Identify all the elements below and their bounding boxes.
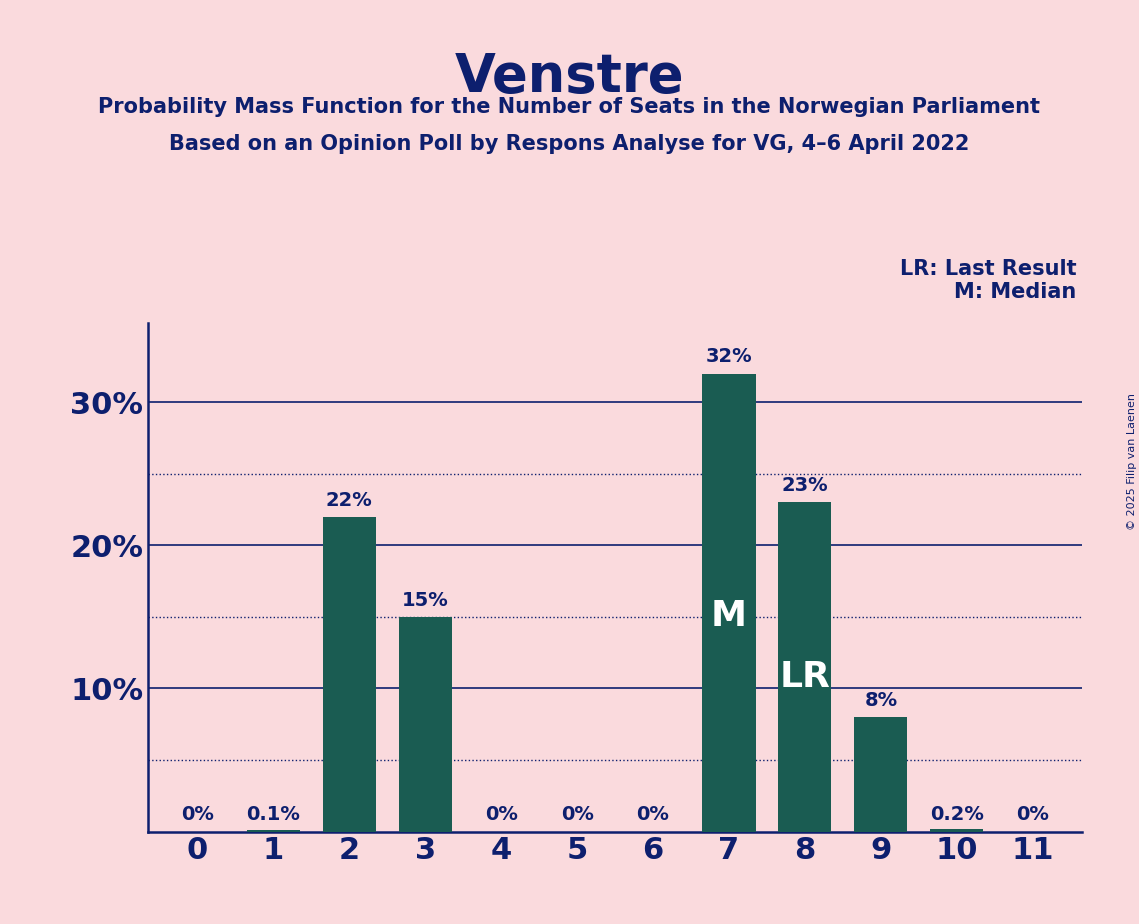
Bar [322, 517, 376, 832]
Text: 15%: 15% [402, 590, 449, 610]
Bar [703, 373, 755, 832]
Text: 0%: 0% [181, 806, 214, 824]
Text: Venstre: Venstre [454, 51, 685, 103]
Bar [247, 830, 300, 832]
Text: M: M [711, 600, 747, 633]
Text: Based on an Opinion Poll by Respons Analyse for VG, 4–6 April 2022: Based on an Opinion Poll by Respons Anal… [170, 134, 969, 154]
Text: LR: Last Result: LR: Last Result [900, 259, 1076, 279]
Text: M: Median: M: Median [954, 282, 1076, 302]
Bar [931, 829, 983, 832]
Text: 0%: 0% [485, 806, 517, 824]
Text: 22%: 22% [326, 491, 372, 509]
Bar [399, 617, 452, 832]
Text: 0.1%: 0.1% [246, 806, 301, 824]
Text: LR: LR [779, 660, 830, 694]
Text: 0.2%: 0.2% [929, 806, 984, 824]
Text: 23%: 23% [781, 476, 828, 495]
Text: © 2025 Filip van Laenen: © 2025 Filip van Laenen [1126, 394, 1137, 530]
Bar [778, 503, 831, 832]
Bar [854, 717, 908, 832]
Text: Probability Mass Function for the Number of Seats in the Norwegian Parliament: Probability Mass Function for the Number… [98, 97, 1041, 117]
Text: 8%: 8% [865, 691, 898, 710]
Text: 32%: 32% [706, 347, 752, 366]
Text: 0%: 0% [560, 806, 593, 824]
Text: 0%: 0% [637, 806, 670, 824]
Text: 0%: 0% [1016, 806, 1049, 824]
